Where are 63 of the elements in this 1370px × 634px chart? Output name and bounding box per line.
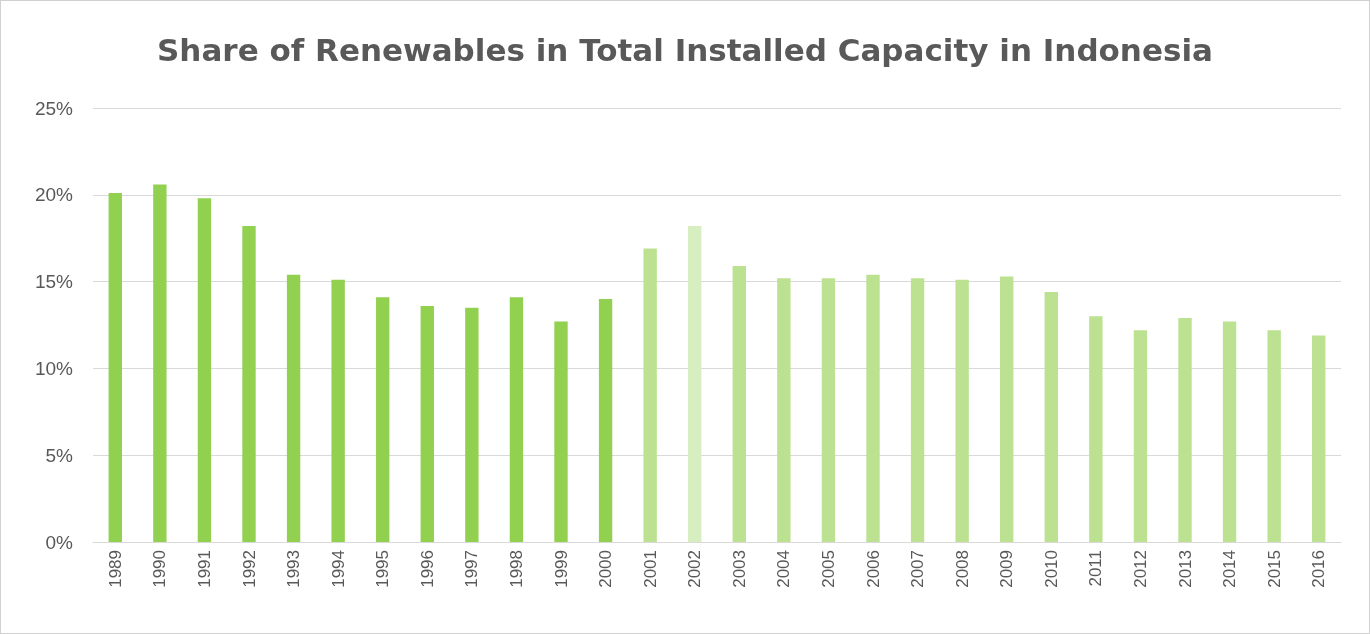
bar [1312, 335, 1326, 542]
bar [643, 248, 657, 542]
x-tick-label: 1990 [150, 550, 170, 588]
bar [554, 321, 568, 542]
y-tick-label: 5% [45, 444, 74, 466]
x-tick-label: 2005 [818, 550, 838, 588]
x-tick-label: 2008 [952, 550, 972, 588]
bar [732, 265, 746, 542]
bar [376, 297, 390, 542]
y-tick-label: 0% [45, 531, 74, 553]
bar [866, 274, 880, 542]
bar [465, 307, 479, 542]
x-tick-label: 2012 [1130, 550, 1150, 588]
y-tick-label: 15% [34, 271, 74, 293]
bar [688, 226, 702, 542]
x-tick-label: 2000 [596, 550, 616, 588]
x-tick-label: 1989 [105, 550, 125, 588]
x-tick-label: 2003 [729, 550, 749, 588]
x-tick-label: 1998 [506, 550, 526, 588]
bar [1000, 276, 1014, 542]
bar [777, 278, 791, 542]
x-tick-label: 2007 [908, 550, 928, 588]
x-tick-label: 1995 [373, 550, 393, 588]
bar [1267, 330, 1281, 542]
bar [509, 297, 524, 542]
x-tick-label: 1997 [462, 550, 482, 588]
x-tick-label: 1993 [284, 550, 304, 588]
x-tick-label: 1992 [239, 550, 259, 588]
y-tick-label: 10% [34, 357, 74, 379]
bar [1044, 292, 1058, 542]
bar [420, 305, 434, 542]
bar [910, 278, 925, 542]
x-tick-label: 2004 [774, 550, 794, 588]
x-tick-label: 2013 [1175, 550, 1195, 588]
bar [955, 279, 969, 542]
bar [821, 278, 836, 542]
bar [331, 279, 345, 542]
bar [1178, 318, 1192, 542]
x-tick-label: 2009 [997, 550, 1017, 588]
x-tick-label: 2015 [1264, 550, 1284, 588]
x-tick-label: 2016 [1309, 550, 1329, 588]
x-tick-label: 2006 [863, 550, 883, 588]
bar [1133, 330, 1148, 542]
x-tick-label: 1991 [194, 550, 214, 588]
chart-title: Share of Renewables in Total Installed Capacity in Indonesia [157, 31, 1213, 68]
bar [108, 193, 122, 542]
y-tick-label: 25% [34, 97, 74, 119]
x-tick-label: 1996 [417, 550, 437, 588]
x-tick-label: 1994 [328, 550, 348, 588]
bar [598, 298, 613, 542]
bar [153, 184, 167, 542]
bar [286, 274, 301, 542]
bar [1222, 321, 1237, 542]
x-tick-label: 2014 [1220, 550, 1240, 588]
x-tick-label: 2001 [640, 550, 660, 588]
x-tick-label: 2002 [685, 550, 705, 588]
y-tick-label: 20% [34, 184, 74, 206]
x-tick-label: 1999 [551, 550, 571, 588]
x-tick-label: 2011 [1086, 550, 1106, 587]
bar [242, 226, 256, 542]
x-tick-label: 2010 [1041, 550, 1061, 588]
bar [1089, 316, 1103, 542]
bar [197, 198, 212, 542]
